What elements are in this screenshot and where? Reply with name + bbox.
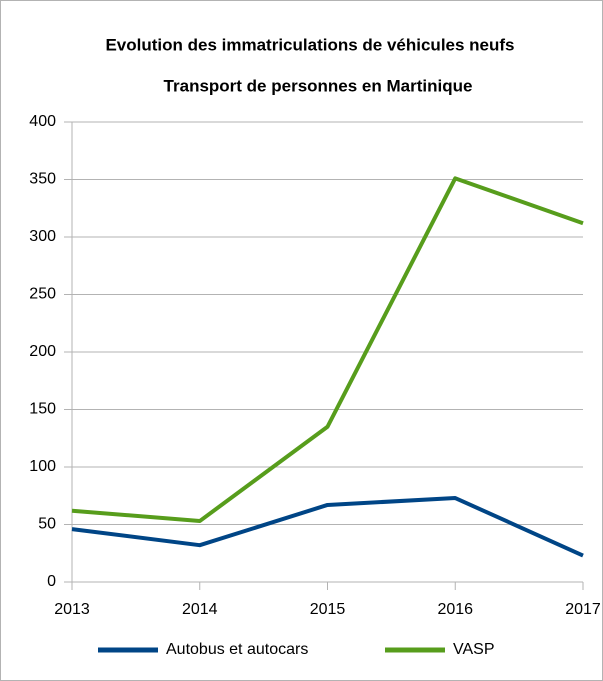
legend-label: VASP bbox=[453, 641, 495, 658]
y-tick-label: 100 bbox=[29, 458, 56, 475]
chart-title: Evolution des immatriculations de véhicu… bbox=[105, 35, 514, 54]
y-tick-label: 50 bbox=[38, 516, 56, 533]
y-tick-label: 350 bbox=[29, 171, 56, 188]
x-tick-label: 2013 bbox=[54, 601, 90, 618]
x-tick-label: 2015 bbox=[310, 601, 346, 618]
y-tick-label: 300 bbox=[29, 228, 56, 245]
y-tick-label: 250 bbox=[29, 286, 56, 303]
legend-label: Autobus et autocars bbox=[166, 641, 308, 658]
line-series bbox=[71, 496, 584, 558]
y-tick-label: 200 bbox=[29, 343, 56, 360]
x-tick-label: 2014 bbox=[182, 601, 218, 618]
x-tick-label: 2017 bbox=[565, 601, 601, 618]
x-tick-label: 2016 bbox=[437, 601, 473, 618]
y-tick-label: 0 bbox=[47, 573, 56, 590]
y-tick-label: 150 bbox=[29, 401, 56, 418]
line-series bbox=[71, 176, 584, 524]
y-tick-label: 400 bbox=[29, 113, 56, 130]
chart-subtitle: Transport de personnes en Martinique bbox=[164, 76, 473, 95]
